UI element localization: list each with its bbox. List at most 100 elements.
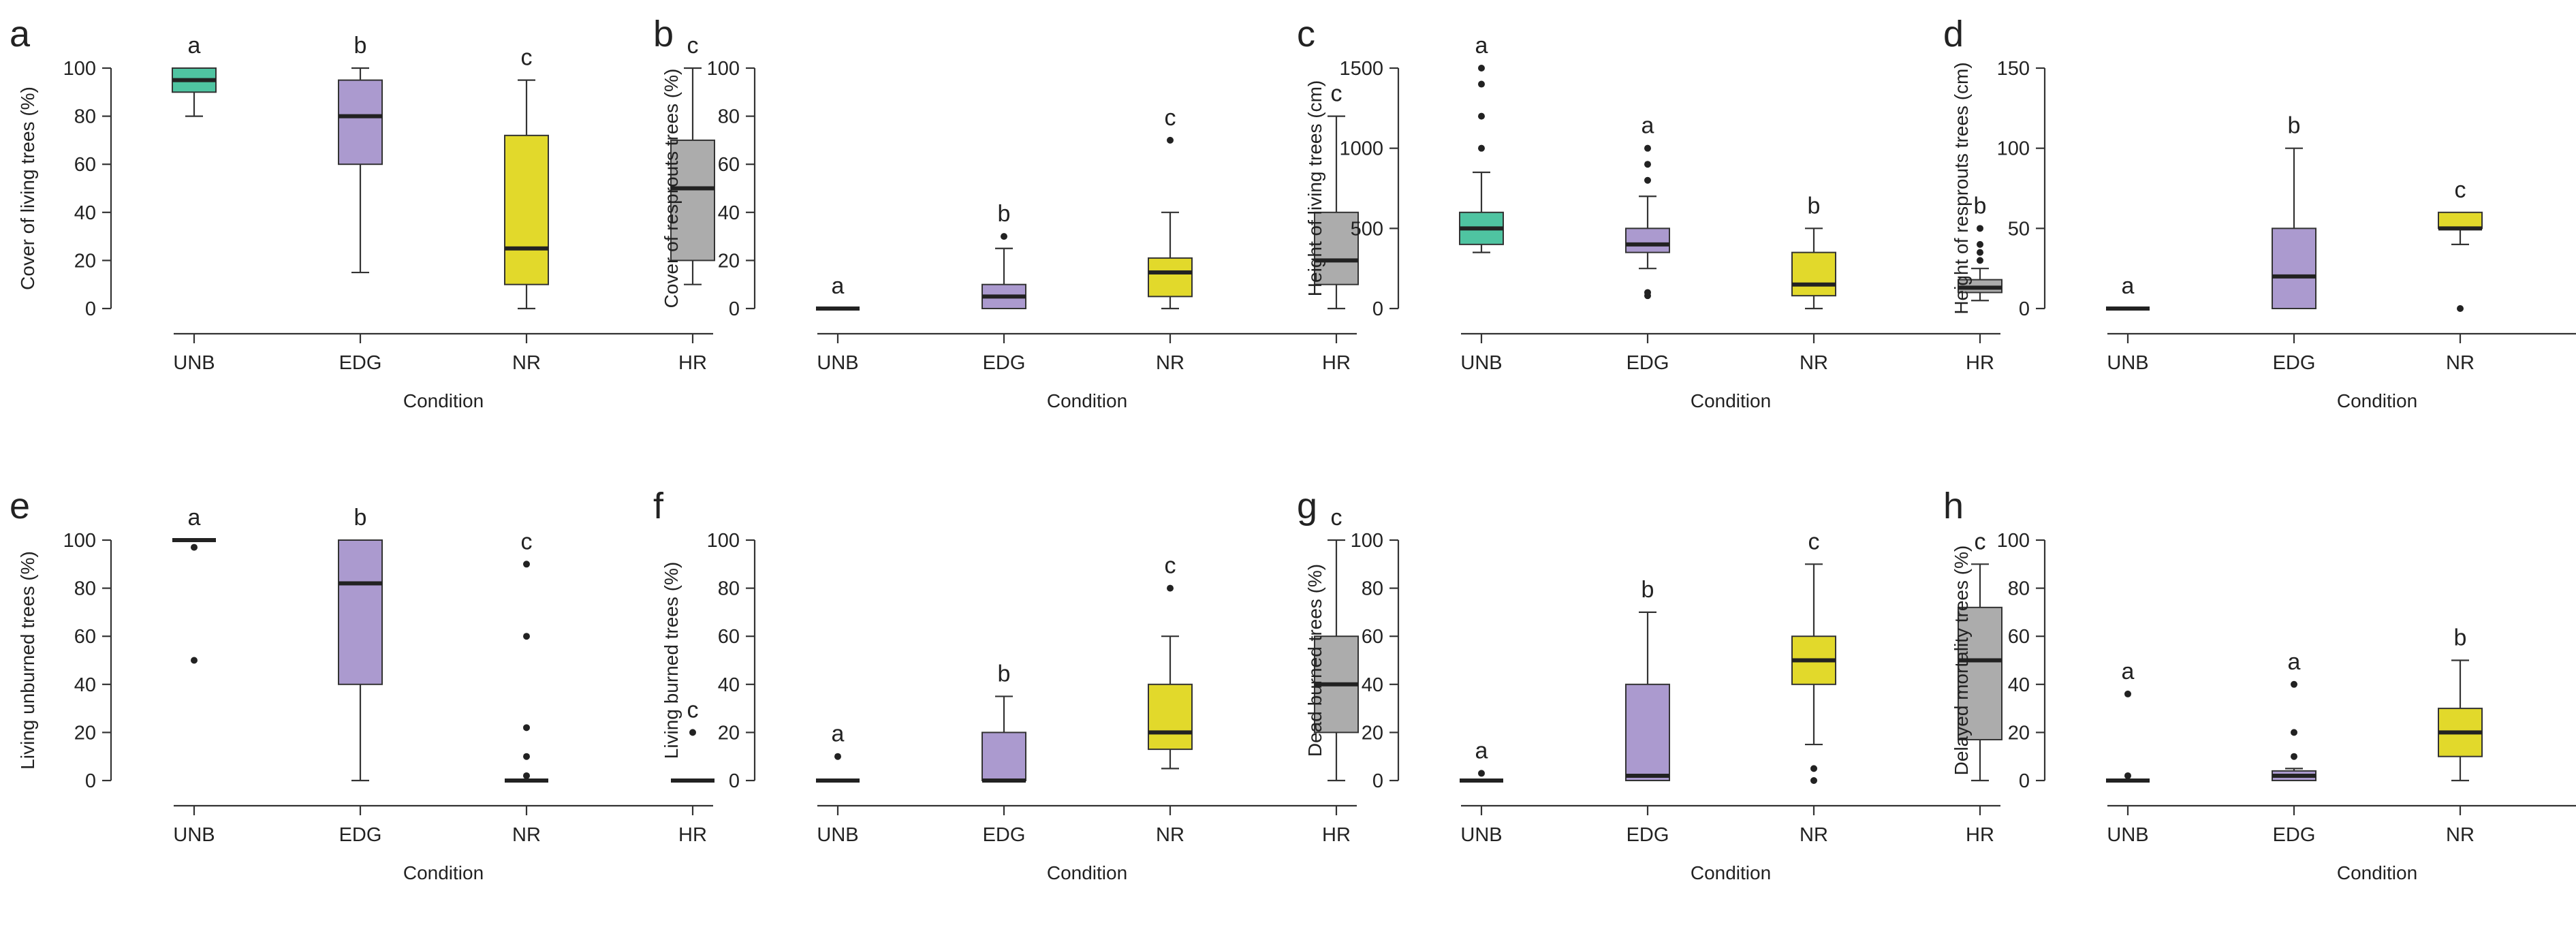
x-tick-label-edg: EDG xyxy=(2273,352,2316,374)
x-axis-title: Condition xyxy=(2337,862,2417,883)
panel-letter: d xyxy=(1943,14,1964,54)
y-tick-label: 60 xyxy=(2008,626,2030,648)
panel-d: d 0 50 100 150 Height of resprouts trees (cm)… xyxy=(1943,14,2576,411)
x-axis-title: Condition xyxy=(403,862,484,883)
significance-letter: c xyxy=(521,529,533,554)
y-tick-label: 0 xyxy=(85,298,96,320)
y-tick-label: 0 xyxy=(2019,298,2030,320)
significance-letter: a xyxy=(1642,113,1654,139)
y-tick-label: 1500 xyxy=(1339,58,1383,80)
iqr-box xyxy=(981,731,1026,781)
outlier-point xyxy=(2291,680,2297,688)
x-axis-title: Condition xyxy=(1047,862,1127,883)
y-tick-label: 60 xyxy=(1362,626,1383,648)
y-tick-label: 40 xyxy=(718,202,740,224)
y-tick-label: 60 xyxy=(74,154,96,176)
y-tick-label: 20 xyxy=(74,722,96,744)
y-tick-label: 40 xyxy=(718,674,740,696)
panel-g: g 0 20 40 60 80 100 Dead burned trees (%) UNB EDG… xyxy=(1297,486,2002,883)
box-nr: b xyxy=(2438,625,2483,782)
box-unb: a xyxy=(2106,659,2150,783)
significance-letter: a xyxy=(832,721,845,747)
box-unb: a xyxy=(1460,738,1503,783)
y-tick-label: 40 xyxy=(74,202,96,224)
y-tick-label: 20 xyxy=(74,250,96,272)
outlier-point xyxy=(1644,289,1651,296)
x-axis-title: Condition xyxy=(403,390,484,411)
significance-letter: a xyxy=(1475,738,1488,764)
box-edg: b xyxy=(338,33,383,274)
y-tick-label: 0 xyxy=(85,770,96,792)
significance-letter: c xyxy=(687,33,699,59)
x-tick-label-hr: HR xyxy=(1966,824,1994,846)
x-tick-label-unb: UNB xyxy=(173,352,215,374)
y-tick-label: 100 xyxy=(707,530,740,552)
significance-letter: b xyxy=(354,33,367,59)
y-tick-label: 20 xyxy=(1362,722,1383,744)
panel-a: a 0 20 40 60 80 100 Cover of living trees (%) UN… xyxy=(10,14,715,411)
x-tick-label-unb: UNB xyxy=(1460,352,1502,374)
iqr-box xyxy=(2272,227,2316,310)
outlier-point xyxy=(1977,225,1983,232)
significance-letter: a xyxy=(1475,33,1488,59)
y-tick-label: 80 xyxy=(718,578,740,600)
y-tick-label: 100 xyxy=(63,530,96,552)
y-tick-label: 0 xyxy=(1372,770,1383,792)
box-nr: c xyxy=(2438,177,2483,312)
outlier-point xyxy=(1167,136,1174,144)
outlier-point xyxy=(2124,690,2131,697)
y-tick-label: 40 xyxy=(74,674,96,696)
y-tick-label: 1000 xyxy=(1339,138,1383,160)
box-edg: b xyxy=(981,661,1026,783)
y-tick-label: 100 xyxy=(1997,530,2030,552)
box-nr: c xyxy=(1148,553,1193,770)
significance-letter: c xyxy=(1975,529,1986,554)
x-tick-label-edg: EDG xyxy=(983,824,1026,846)
x-tick-label-hr: HR xyxy=(1966,352,1994,374)
iqr-box xyxy=(1958,606,2002,740)
outlier-point xyxy=(1478,770,1485,777)
iqr-box xyxy=(1148,683,1193,751)
outlier-point xyxy=(1810,777,1817,784)
box-hr: c xyxy=(1958,529,2002,782)
panel-e: e 0 20 40 60 80 100 Living unburned trees (%) UN… xyxy=(10,486,714,883)
outlier-point xyxy=(191,544,198,551)
y-tick-label: 60 xyxy=(718,154,740,176)
x-tick-label-nr: NR xyxy=(2446,352,2475,374)
outlier-point xyxy=(523,772,530,779)
significance-letter: b xyxy=(354,505,367,531)
iqr-box xyxy=(1791,251,1836,297)
box-edg: b xyxy=(2272,113,2316,310)
significance-letter: b xyxy=(1642,577,1654,603)
iqr-box xyxy=(1625,683,1670,781)
box-nr: c xyxy=(1791,529,1836,784)
x-tick-label-nr: NR xyxy=(1156,824,1184,846)
significance-letter: b xyxy=(998,201,1011,227)
x-tick-label-nr: NR xyxy=(1156,352,1184,374)
y-tick-label: 500 xyxy=(1351,218,1383,240)
outlier-point xyxy=(1644,144,1651,152)
x-axis-title: Condition xyxy=(2337,390,2417,411)
outlier-point xyxy=(523,724,530,731)
significance-letter: c xyxy=(1808,529,1820,554)
significance-letter: a xyxy=(2288,649,2301,675)
x-tick-label-hr: HR xyxy=(678,824,707,846)
iqr-box xyxy=(1314,211,1359,285)
box-unb: a xyxy=(816,721,860,783)
panel-letter: c xyxy=(1297,14,1315,54)
y-tick-label: 80 xyxy=(74,578,96,600)
iqr-box xyxy=(338,539,383,685)
significance-letter: c xyxy=(2455,177,2466,203)
y-tick-label: 0 xyxy=(729,298,740,320)
box-edg: a xyxy=(2272,649,2316,782)
y-tick-label: 0 xyxy=(1372,298,1383,320)
x-tick-label-hr: HR xyxy=(1322,352,1351,374)
significance-letter: a xyxy=(2122,659,2135,685)
panel-h: h 0 20 40 60 80 100 Delayed mortality trees (%)… xyxy=(1943,486,2576,883)
significance-letter: c xyxy=(687,697,699,723)
outlier-point xyxy=(1644,176,1651,184)
x-tick-label-edg: EDG xyxy=(1627,352,1669,374)
box-hr: c xyxy=(670,33,715,285)
outlier-point xyxy=(191,657,198,664)
box-nr: c xyxy=(505,529,548,783)
